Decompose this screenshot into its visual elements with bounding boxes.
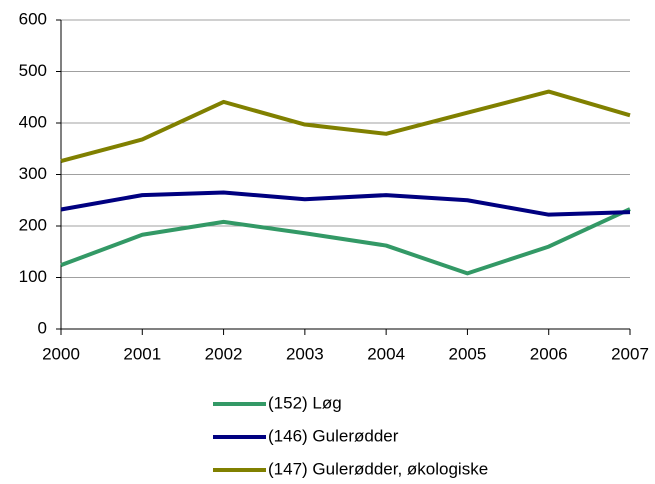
x-tick-label: 2006 [530,344,568,363]
x-tick-label: 2005 [449,344,487,363]
y-tick-label: 300 [19,164,47,183]
x-tick-label: 2003 [286,344,324,363]
x-tick-label: 2000 [42,344,80,363]
legend-label: (152) Løg [268,393,342,412]
x-tick-label: 2004 [367,344,405,363]
legend-label: (146) Gulerødder [268,426,399,445]
legend-label: (147) Gulerødder, økologiske [268,459,488,478]
y-tick-label: 100 [19,267,47,286]
x-tick-label: 2007 [611,344,649,363]
y-tick-label: 600 [19,9,47,28]
series-line [60,207,631,276]
y-tick-label: 500 [19,61,47,80]
y-tick-label: 200 [19,215,47,234]
series-line [60,190,631,217]
x-tick-label: 2002 [205,344,243,363]
x-tick-label: 2001 [123,344,161,363]
y-tick-label: 0 [38,318,47,337]
series-line [60,89,631,164]
y-tick-label: 400 [19,112,47,131]
